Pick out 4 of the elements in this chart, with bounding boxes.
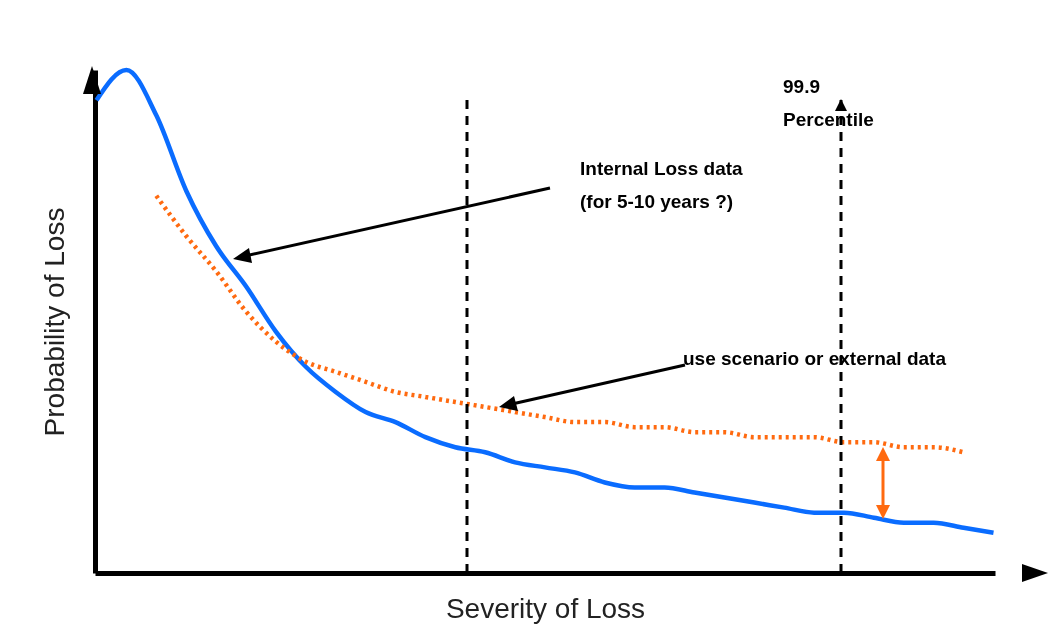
annotation: Internal Loss data (for 5-10 years ?) bbox=[580, 158, 744, 212]
annotation: use scenario or external data bbox=[683, 348, 947, 369]
x-axis-title: Severity of Loss bbox=[445, 592, 646, 624]
y-axis-title: Probability of Loss bbox=[38, 207, 70, 437]
